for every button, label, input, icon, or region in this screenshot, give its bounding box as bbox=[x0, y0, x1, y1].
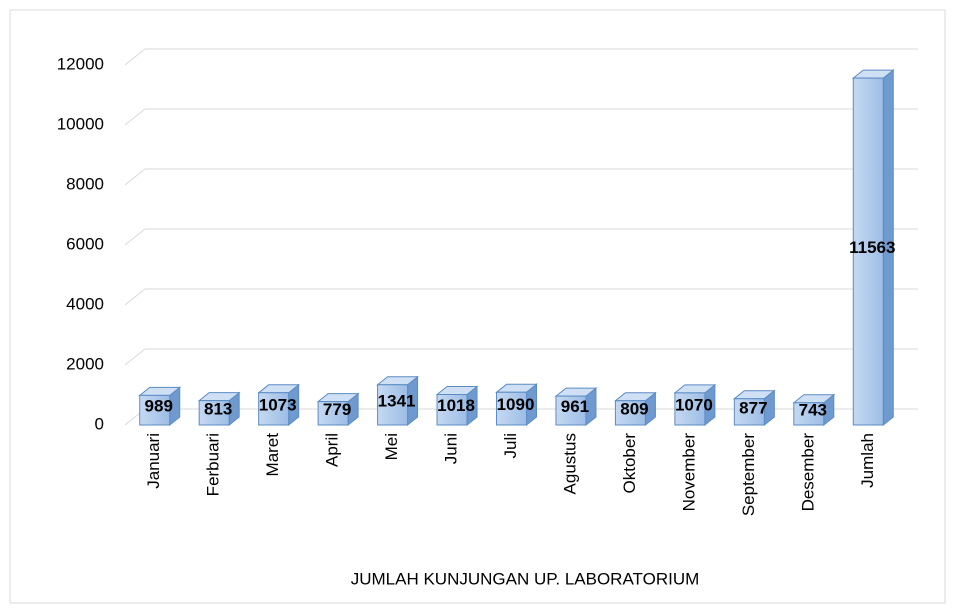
y-tick-label: 6000 bbox=[66, 234, 104, 253]
data-label: 961 bbox=[561, 397, 589, 416]
x-tick-label: Ferbuari bbox=[204, 433, 223, 496]
bar-face bbox=[496, 391, 527, 426]
data-label: 813 bbox=[204, 399, 232, 418]
y-tick-label: 2000 bbox=[66, 354, 104, 373]
y-tick-label: 12000 bbox=[57, 54, 104, 73]
x-tick-label: Oktober bbox=[620, 433, 639, 494]
x-tick-label: Jumlah bbox=[858, 433, 877, 488]
grid-line bbox=[124, 48, 918, 66]
x-tick-label: Agustus bbox=[560, 433, 579, 494]
data-label: 1090 bbox=[497, 395, 535, 414]
y-tick-label: 0 bbox=[95, 414, 104, 433]
bar-face bbox=[674, 392, 706, 426]
bar bbox=[673, 383, 717, 427]
bar-face bbox=[733, 398, 765, 426]
data-label: 1073 bbox=[259, 395, 297, 414]
bar-face bbox=[317, 401, 349, 426]
bar-face bbox=[614, 400, 646, 426]
data-label: 877 bbox=[739, 398, 767, 417]
bar-face bbox=[436, 393, 468, 426]
data-label: 779 bbox=[323, 400, 351, 419]
bar bbox=[257, 383, 301, 427]
grid-line bbox=[124, 108, 918, 126]
bar-face bbox=[377, 384, 409, 426]
x-tick-label: Juli bbox=[501, 433, 520, 459]
bar bbox=[792, 393, 836, 427]
y-tick-label: 4000 bbox=[66, 294, 104, 313]
data-label: 1018 bbox=[437, 396, 475, 415]
bar-face bbox=[198, 400, 230, 426]
x-tick-label: September bbox=[739, 433, 758, 516]
bar bbox=[316, 392, 360, 427]
bar-face bbox=[852, 77, 884, 426]
data-label: 809 bbox=[620, 399, 648, 418]
bar-face bbox=[139, 394, 171, 426]
x-axis-title: JUMLAH KUNJUNGAN UP. LABORATORIUM bbox=[351, 569, 700, 588]
x-tick-label: Mei bbox=[382, 433, 401, 460]
bar bbox=[376, 375, 420, 427]
bar bbox=[851, 69, 895, 427]
bar bbox=[554, 387, 598, 427]
x-tick-label: Maret bbox=[263, 433, 282, 477]
x-tick-label: April bbox=[323, 433, 342, 467]
bar bbox=[732, 389, 776, 427]
bar-face bbox=[555, 395, 587, 426]
bar-face bbox=[258, 392, 290, 426]
data-label: 1070 bbox=[675, 395, 713, 414]
grid-line bbox=[124, 288, 918, 306]
bar bbox=[138, 386, 182, 427]
x-tick-label: Desember bbox=[798, 433, 817, 512]
data-label: 1341 bbox=[378, 391, 416, 410]
data-label: 743 bbox=[799, 400, 827, 419]
y-tick-label: 8000 bbox=[66, 174, 104, 193]
bar bbox=[613, 391, 657, 427]
data-label: 11563 bbox=[849, 238, 895, 257]
x-tick-label: Juni bbox=[442, 433, 461, 464]
x-tick-label: Januari bbox=[144, 433, 163, 489]
bar bbox=[197, 391, 241, 427]
chart-border bbox=[9, 9, 946, 604]
y-tick-label: 10000 bbox=[57, 114, 104, 133]
grid-line bbox=[124, 348, 918, 366]
bar bbox=[435, 385, 479, 427]
x-tick-label: November bbox=[679, 433, 698, 512]
bar bbox=[495, 383, 538, 427]
bar-face bbox=[793, 402, 825, 426]
data-label: 989 bbox=[145, 397, 173, 416]
grid-line bbox=[124, 228, 918, 246]
grid-line bbox=[124, 168, 918, 186]
